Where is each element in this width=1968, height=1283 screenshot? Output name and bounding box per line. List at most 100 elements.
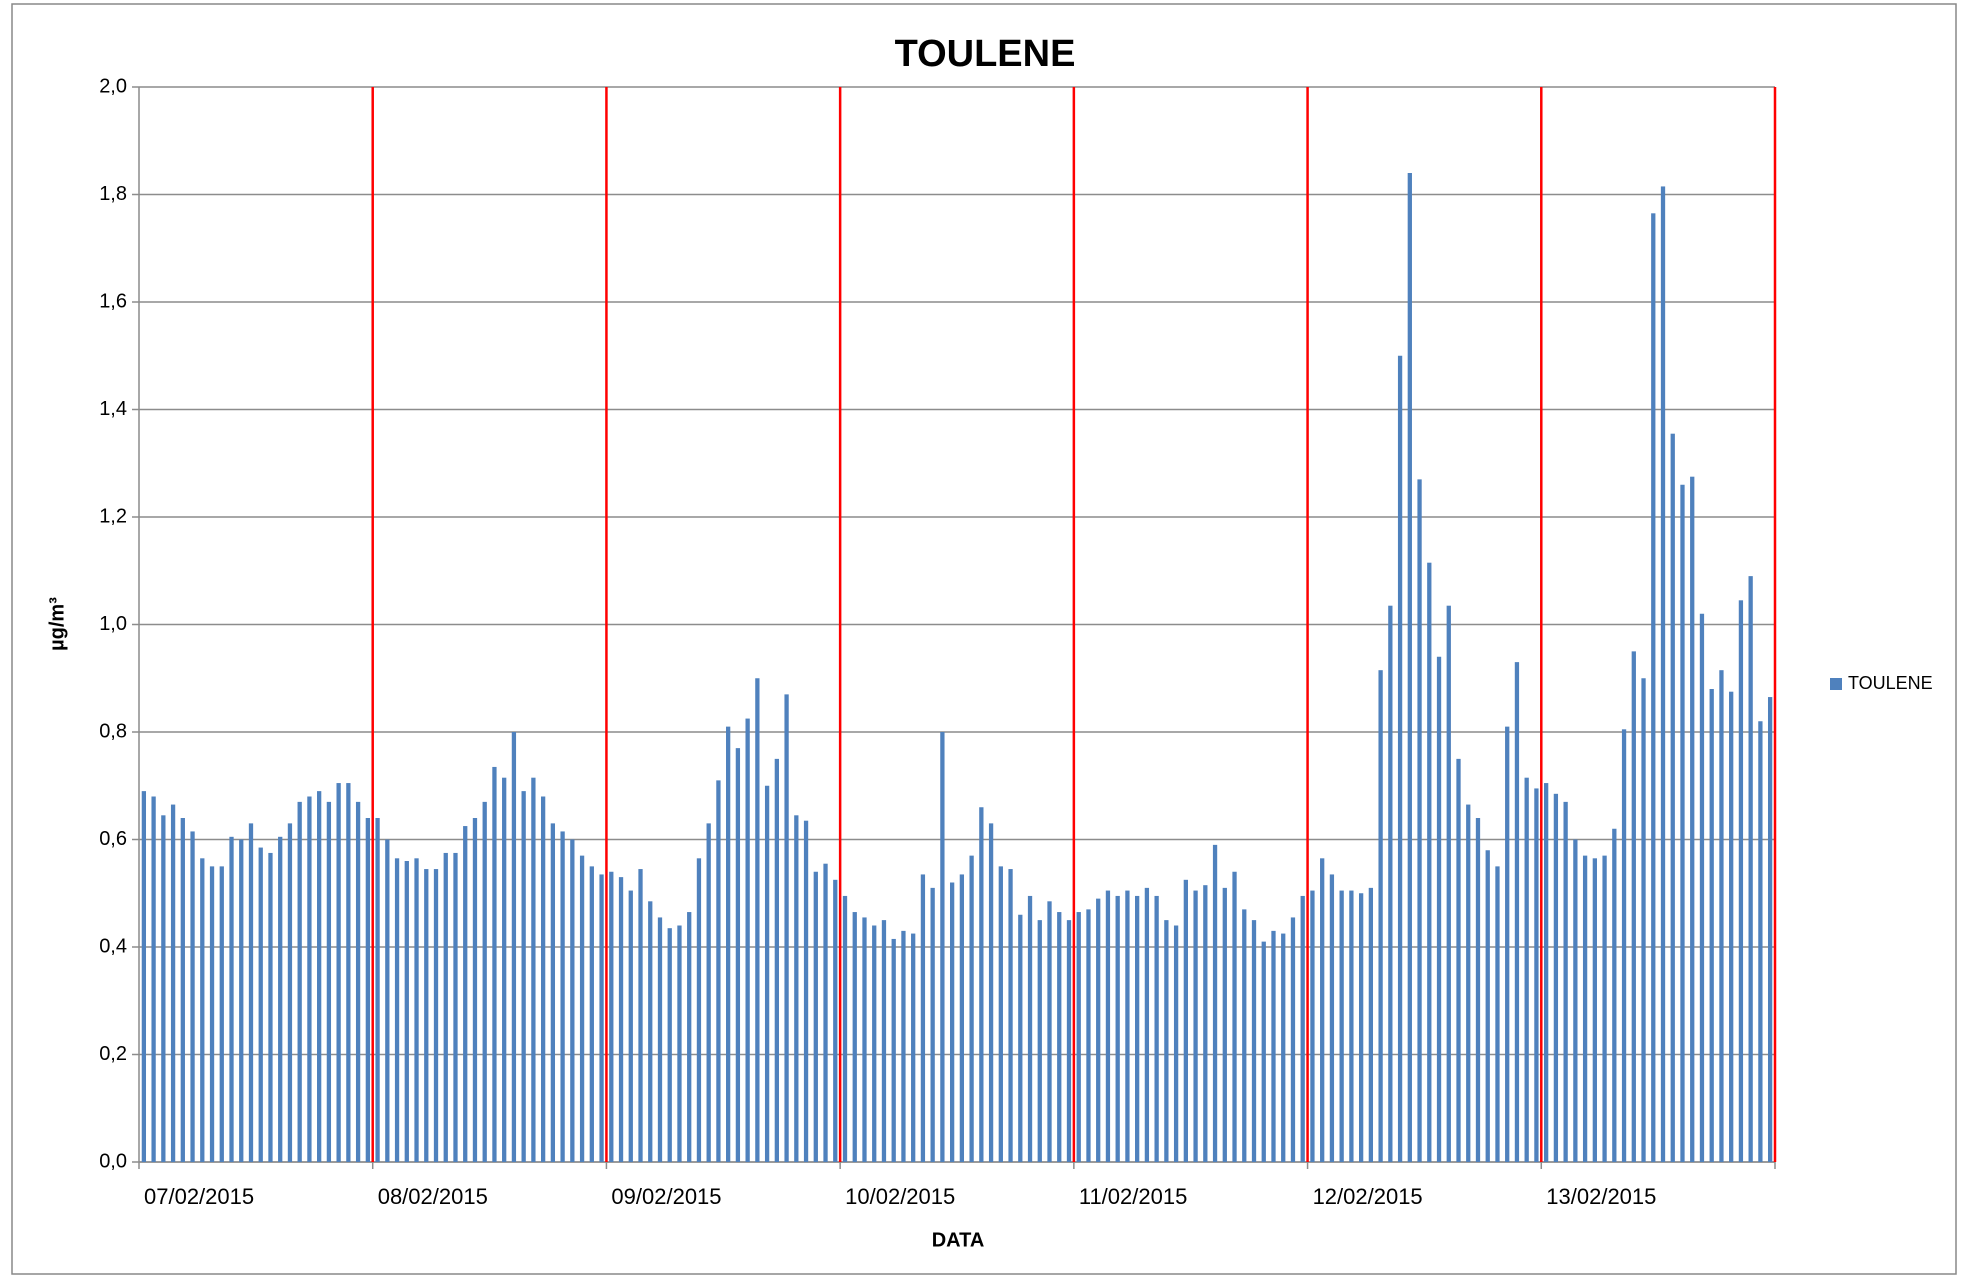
y-tick-label: 0,8 — [99, 720, 127, 742]
bar — [813, 871, 818, 1162]
bar — [1368, 887, 1374, 1162]
x-tick-label: 10/02/2015 — [845, 1184, 955, 1209]
y-tick-label: 0,6 — [99, 828, 127, 850]
bar — [1621, 729, 1627, 1162]
bar — [278, 836, 283, 1162]
bar — [570, 839, 575, 1162]
bar — [1417, 479, 1422, 1162]
bar — [930, 887, 935, 1162]
bar — [355, 801, 361, 1162]
bar — [940, 732, 945, 1162]
bar — [1602, 855, 1607, 1162]
bar — [229, 836, 234, 1162]
bar — [1466, 804, 1471, 1162]
bar — [1222, 887, 1227, 1162]
y-axis-label: µg/m³ — [46, 597, 68, 651]
y-tick-label: 1,8 — [99, 183, 127, 205]
bar — [443, 852, 448, 1162]
bar — [1251, 920, 1257, 1162]
bar — [784, 694, 789, 1162]
bar — [891, 938, 896, 1162]
bar — [268, 852, 273, 1162]
bar — [161, 815, 166, 1162]
bar — [1066, 920, 1072, 1162]
bar — [657, 917, 663, 1162]
bar — [959, 874, 965, 1162]
bar — [979, 807, 984, 1162]
bar — [1651, 213, 1656, 1162]
bar — [239, 839, 244, 1162]
bar — [1631, 651, 1636, 1162]
bar — [1738, 600, 1744, 1162]
bar — [872, 925, 877, 1162]
bar — [852, 912, 857, 1162]
bar — [1339, 890, 1344, 1162]
x-tick-label: 12/02/2015 — [1313, 1184, 1423, 1209]
bar — [531, 777, 536, 1162]
bar — [1767, 697, 1773, 1162]
bar — [677, 925, 682, 1162]
bar — [1397, 355, 1403, 1162]
bar — [1505, 726, 1510, 1162]
bar — [911, 933, 916, 1162]
bar — [1719, 670, 1724, 1162]
bar — [1446, 605, 1451, 1162]
bar — [1748, 576, 1753, 1162]
y-tick-label: 1,2 — [99, 505, 127, 527]
bar — [803, 820, 809, 1162]
bar — [1553, 793, 1559, 1162]
bar — [1582, 855, 1588, 1162]
bar — [920, 874, 926, 1162]
bar — [482, 801, 487, 1162]
bar — [755, 678, 760, 1162]
bar — [209, 866, 215, 1162]
bar — [1057, 912, 1062, 1162]
bar — [453, 852, 458, 1162]
y-tick-label: 1,0 — [99, 613, 127, 635]
bar — [1154, 895, 1159, 1162]
bar — [1310, 890, 1315, 1162]
bar — [1563, 801, 1568, 1162]
bar — [404, 861, 409, 1162]
y-tick-label: 1,4 — [99, 398, 127, 420]
bar — [472, 818, 478, 1162]
bar — [1660, 186, 1666, 1162]
bar — [862, 917, 867, 1162]
bar — [540, 796, 546, 1162]
y-tick-label: 0,4 — [99, 935, 127, 957]
bar — [248, 823, 254, 1162]
bar — [1612, 828, 1617, 1162]
bar — [1242, 909, 1247, 1162]
bar — [414, 858, 419, 1162]
bar — [1729, 691, 1734, 1162]
bar — [433, 869, 439, 1162]
bar — [687, 912, 692, 1162]
bar — [599, 874, 604, 1162]
bar — [1358, 893, 1364, 1162]
bar — [589, 866, 594, 1162]
bar — [1378, 670, 1383, 1162]
bar — [1183, 879, 1188, 1162]
bar — [336, 783, 341, 1162]
bar — [258, 847, 263, 1162]
bar — [1407, 173, 1412, 1162]
bar — [385, 839, 390, 1162]
bar — [1427, 562, 1432, 1162]
bar — [1271, 930, 1276, 1162]
bar — [1037, 920, 1042, 1162]
bar — [1320, 858, 1325, 1162]
bar — [346, 783, 351, 1162]
bar — [842, 895, 848, 1162]
chart-title: TOULENE — [895, 33, 1076, 75]
bar — [1436, 656, 1442, 1162]
legend-swatch — [1830, 678, 1842, 690]
bar — [716, 780, 721, 1162]
bar — [949, 882, 955, 1162]
bar — [1592, 858, 1597, 1162]
bar — [1135, 895, 1140, 1162]
bar — [492, 766, 497, 1162]
bar — [297, 801, 302, 1162]
bar — [560, 831, 565, 1162]
